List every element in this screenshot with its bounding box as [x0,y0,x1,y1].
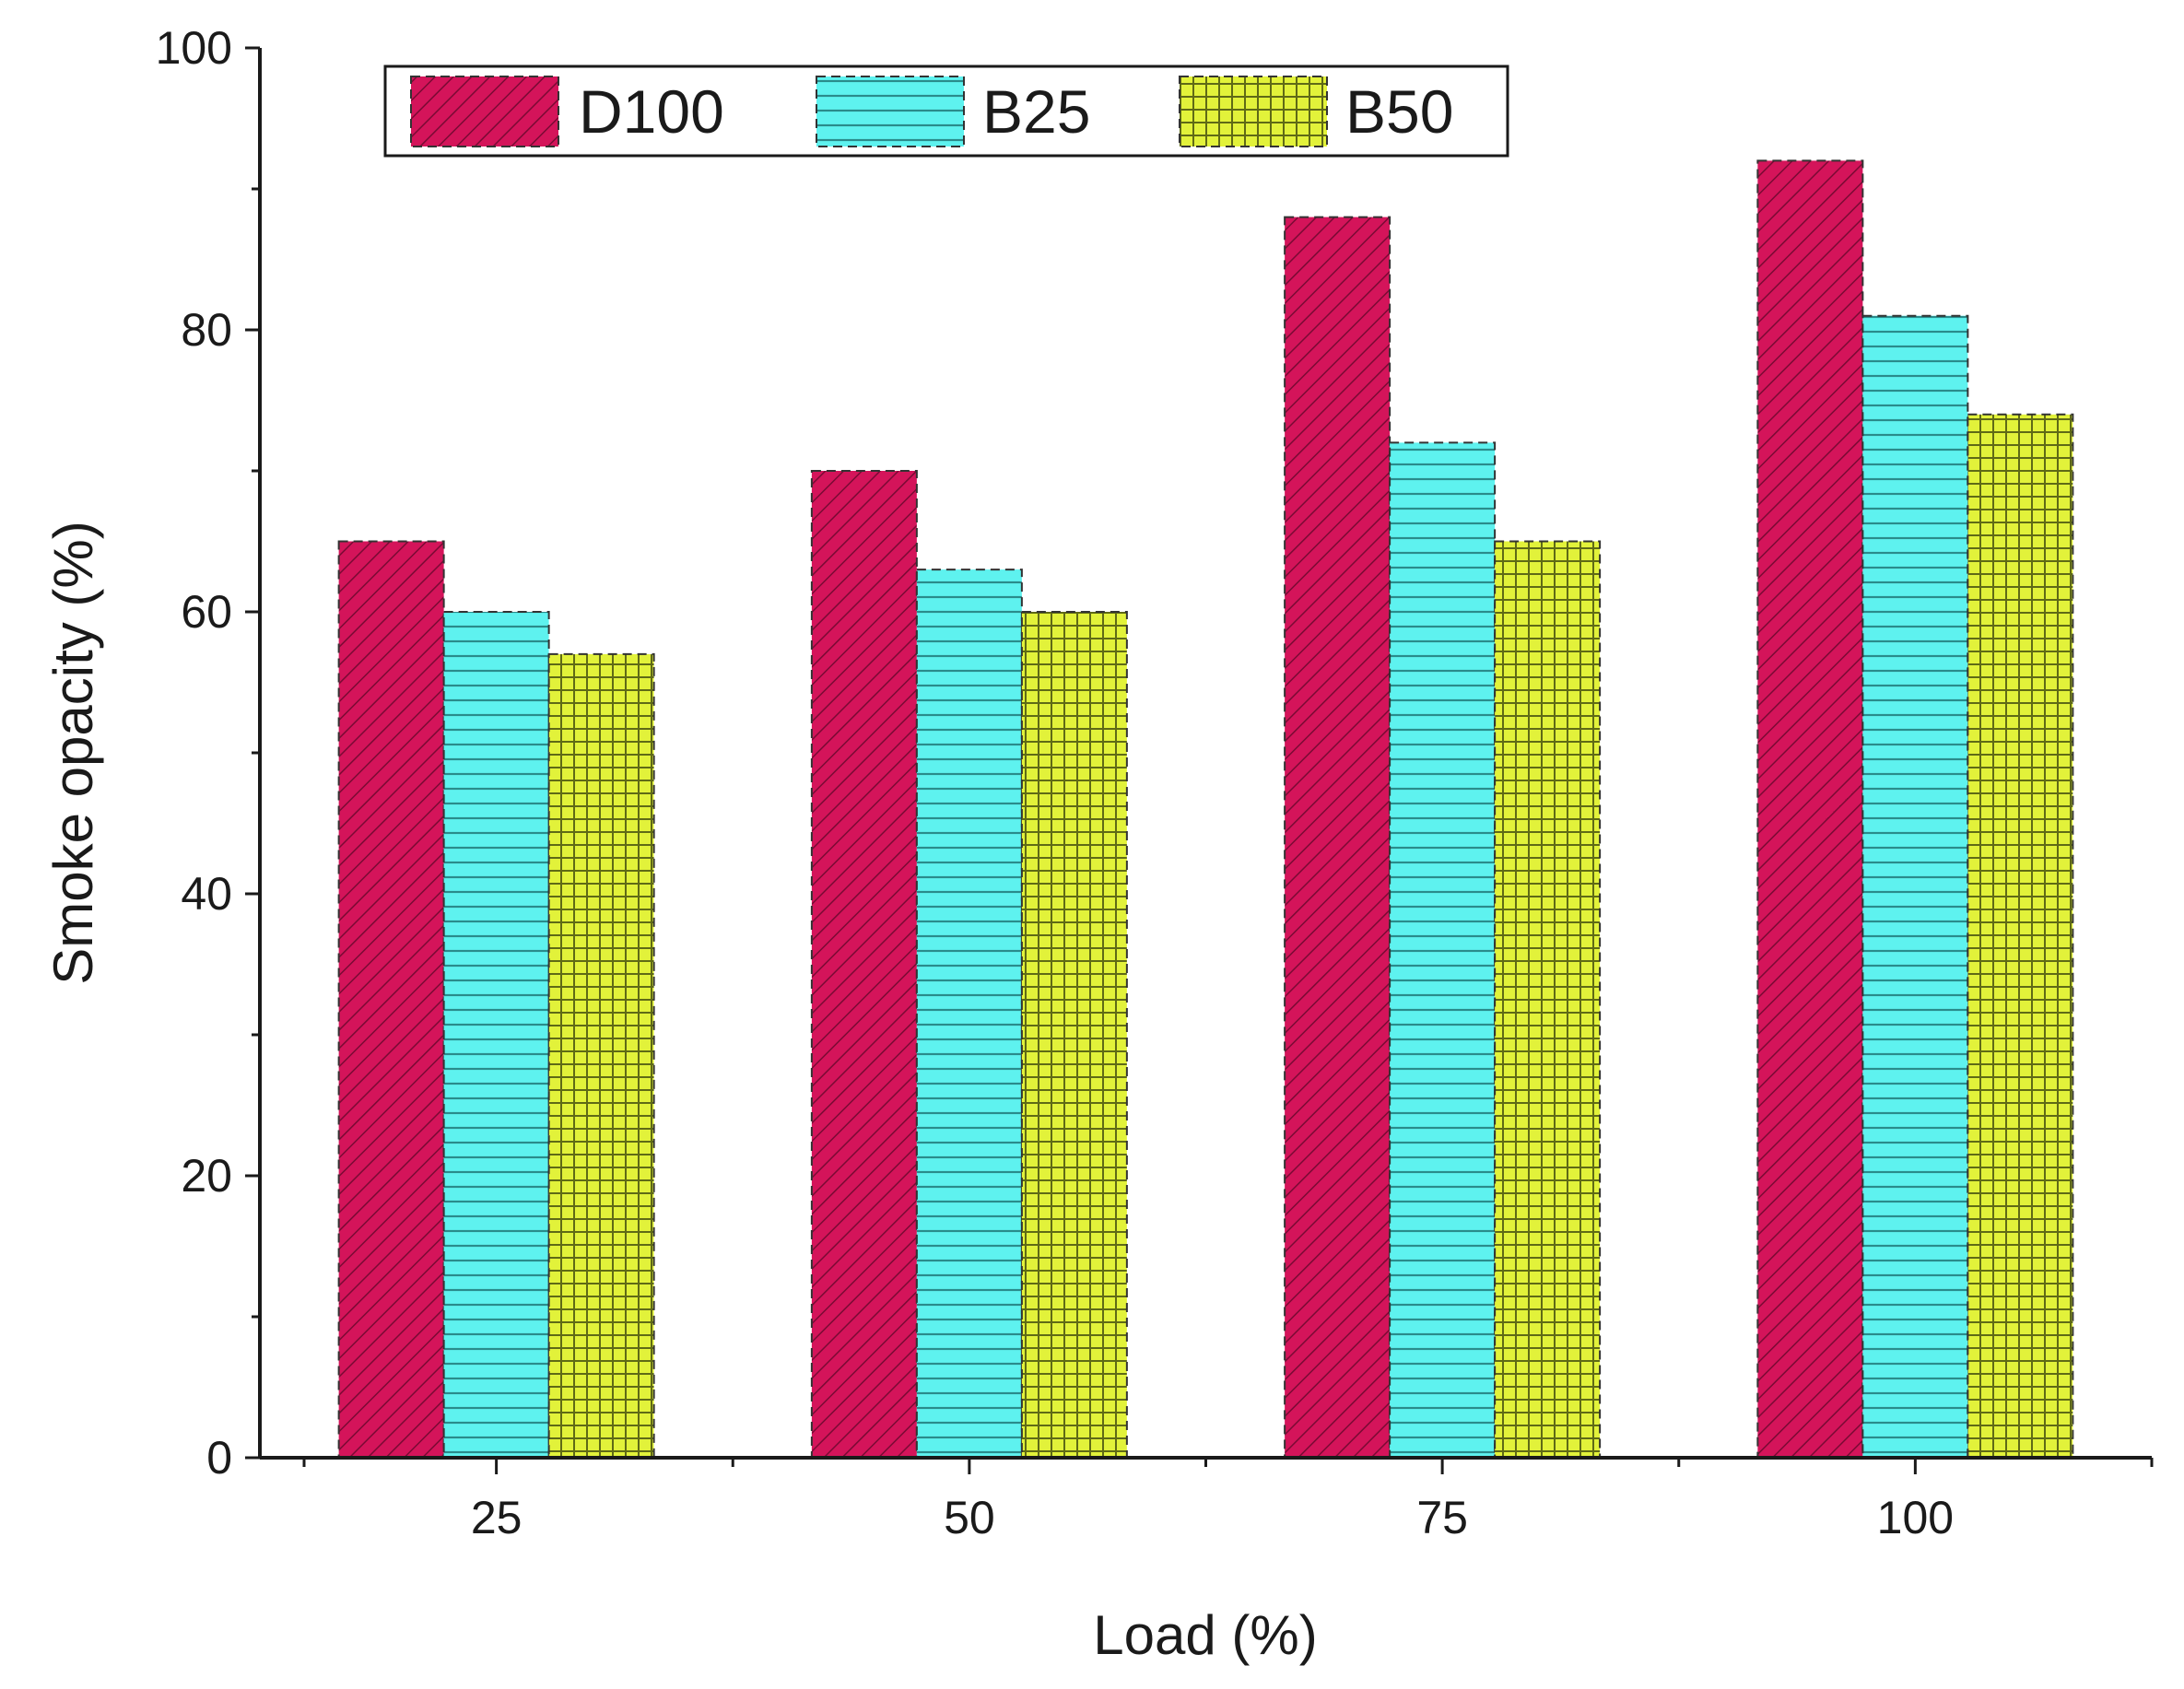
bar-b50-100 [1967,413,2074,1459]
x-tick-label: 50 [944,1492,995,1543]
bar-d100-25 [337,540,445,1459]
bar-b25-75 [1389,441,1497,1459]
bar-d100-75 [1284,216,1391,1460]
x-axis-title: Load (%) [1093,1604,1317,1666]
bar-d100-100 [1756,159,1864,1459]
bar-b50-75 [1494,540,1602,1459]
bar-b25-25 [442,611,550,1459]
bars-group [337,159,2074,1460]
bar-d100-50 [810,470,918,1459]
legend-swatch-d100 [410,76,559,147]
y-axis-title: Smoke opacity (%) [42,521,104,985]
x-tick-label: 75 [1416,1492,1468,1543]
legend-label-b50: B50 [1345,77,1453,146]
legend: D100 B25 B50 [383,65,1509,158]
y-tick-label: 60 [181,586,232,638]
legend-label-b25: B25 [982,77,1090,146]
y-tick-label: 0 [206,1432,232,1484]
bar-b50-50 [1020,611,1128,1459]
y-ticks-group: 0 20 40 60 80 100 [156,22,260,1484]
x-tick-label: 100 [1877,1492,1954,1543]
legend-label-d100: D100 [579,77,724,146]
bar-b50-25 [547,652,655,1459]
legend-swatch-b25 [816,76,965,147]
y-tick-label: 20 [181,1150,232,1202]
bar-b25-50 [915,569,1023,1459]
bar-b25-100 [1861,314,1969,1460]
y-tick-label: 40 [181,868,232,920]
x-tick-label: 25 [471,1492,523,1543]
legend-swatch-b50 [1179,76,1328,147]
y-tick-label: 100 [156,22,232,74]
x-ticks-group: 25 50 75 100 [302,1458,2154,1543]
y-tick-label: 80 [181,304,232,356]
